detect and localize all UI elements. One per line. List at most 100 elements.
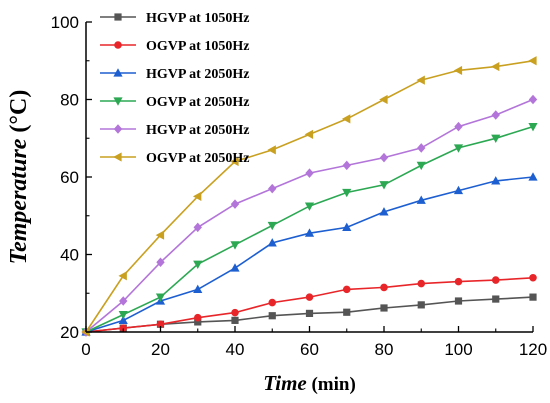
- legend-label: OGVP at 2050Hz: [146, 151, 249, 166]
- data-point: [342, 285, 351, 294]
- data-point: [379, 152, 389, 163]
- data-point: [230, 156, 239, 167]
- y-tick-label: 40: [60, 246, 79, 265]
- data-point: [268, 298, 277, 307]
- x-tick-label: 0: [81, 340, 90, 359]
- data-point: [305, 309, 314, 317]
- data-point: [416, 195, 426, 204]
- data-point: [118, 271, 127, 281]
- data-point: [268, 312, 276, 320]
- data-point: [380, 304, 388, 312]
- x-axis-title: Time (min): [263, 371, 356, 395]
- data-point: [492, 295, 500, 303]
- data-point: [417, 301, 425, 309]
- data-point: [491, 110, 500, 120]
- data-point: [529, 273, 537, 282]
- legend-marker: [113, 124, 123, 134]
- series-2: [82, 273, 537, 336]
- data-point: [305, 293, 314, 301]
- data-point: [529, 293, 537, 301]
- data-point: [118, 310, 128, 320]
- data-point: [193, 222, 202, 233]
- series-6: [81, 56, 537, 337]
- data-point: [231, 308, 239, 317]
- data-point: [342, 188, 352, 198]
- y-tick-label: 80: [60, 91, 79, 110]
- data-point: [454, 277, 463, 286]
- data-point: [267, 238, 277, 247]
- data-point: [380, 283, 388, 292]
- plot-area: [81, 56, 538, 337]
- legend-label: OGVP at 2050Hz: [146, 95, 249, 110]
- data-point: [119, 324, 128, 332]
- data-point: [192, 191, 202, 201]
- legend-label: HGVP at 2050Hz: [146, 123, 249, 138]
- legend-label: HGVP at 2050Hz: [146, 67, 249, 82]
- data-point: [304, 129, 314, 139]
- data-point: [193, 284, 203, 293]
- data-point: [268, 183, 277, 194]
- series-line: [85, 176, 534, 333]
- data-point: [230, 263, 240, 272]
- data-point: [453, 185, 464, 195]
- data-point: [267, 221, 277, 231]
- data-point: [305, 168, 314, 178]
- data-point: [156, 257, 165, 268]
- data-point: [416, 161, 426, 171]
- data-point: [490, 61, 500, 72]
- data-point: [417, 143, 426, 153]
- x-tick-label: 20: [151, 340, 170, 359]
- data-point: [528, 56, 537, 66]
- data-point: [230, 241, 240, 250]
- data-point: [193, 313, 202, 322]
- data-point: [155, 230, 165, 240]
- data-point: [491, 276, 500, 284]
- data-point: [194, 318, 202, 326]
- data-point: [343, 308, 351, 316]
- legend-label: OGVP at 1050Hz: [146, 39, 249, 54]
- data-point: [230, 199, 240, 209]
- data-point: [453, 144, 464, 153]
- legend-entry: OGVP at 2050Hz: [100, 95, 249, 110]
- data-point: [454, 297, 463, 305]
- data-point: [342, 222, 352, 231]
- data-point: [119, 296, 128, 306]
- series-5: [81, 94, 538, 337]
- data-point: [491, 134, 501, 144]
- legend-entry: OGVP at 1050Hz: [100, 39, 249, 54]
- x-tick-label: 40: [226, 340, 245, 359]
- y-axis-title: Temperature (°C): [6, 90, 32, 265]
- legend-entry: HGVP at 2050Hz: [100, 67, 249, 82]
- data-point: [304, 202, 315, 211]
- data-point: [528, 172, 538, 181]
- data-point: [491, 176, 501, 185]
- x-tick-label: 60: [300, 340, 319, 359]
- data-point: [341, 114, 351, 124]
- legend-marker: [113, 97, 123, 106]
- data-point: [118, 315, 128, 324]
- legend-marker: [113, 152, 122, 162]
- y-tick-label: 60: [60, 168, 79, 187]
- x-tick-label: 100: [444, 340, 472, 359]
- legend-label: HGVP at 1050Hz: [146, 11, 249, 26]
- data-point: [231, 316, 239, 324]
- data-point: [156, 320, 165, 329]
- data-point: [342, 160, 351, 171]
- data-point: [379, 94, 388, 105]
- data-point: [528, 123, 538, 132]
- y-tick-label: 100: [51, 13, 79, 32]
- data-point: [528, 94, 538, 105]
- legend-marker: [114, 41, 122, 49]
- x-tick-label: 80: [375, 340, 394, 359]
- legend-entry: HGVP at 1050Hz: [100, 11, 249, 26]
- data-point: [304, 228, 315, 237]
- data-point: [417, 279, 426, 288]
- series-4: [81, 123, 538, 337]
- data-point: [193, 260, 203, 269]
- y-tick-label: 20: [60, 323, 79, 342]
- data-point: [416, 75, 425, 85]
- data-point: [379, 207, 389, 216]
- legend: HGVP at 1050Hz OGVP at 1050Hz HGVP at 2050…: [100, 11, 249, 166]
